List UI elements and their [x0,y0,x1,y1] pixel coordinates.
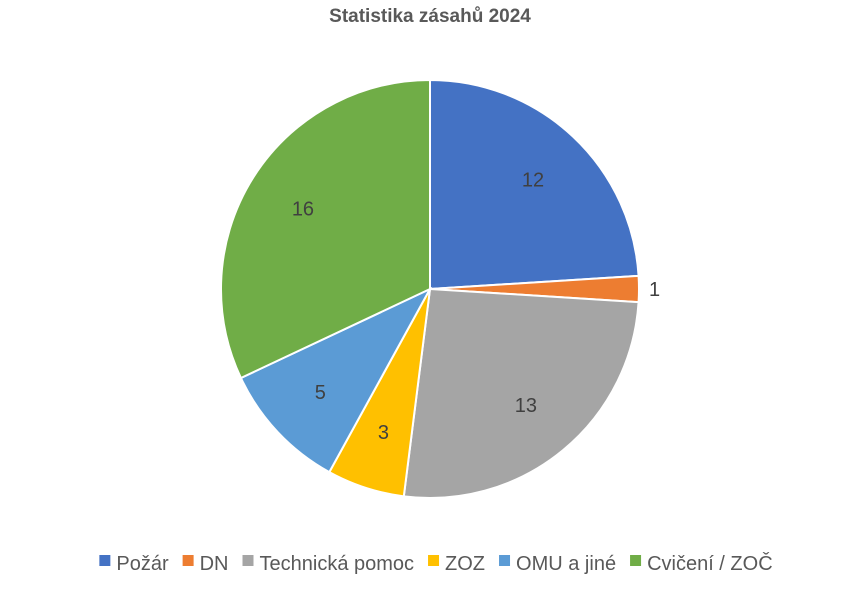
pie-slice-pozar [429,78,640,291]
legend-swatch-pozar [99,555,111,566]
legend-swatch-zoz [428,555,440,566]
legend-swatch-dn [182,555,194,566]
data-label-omu-a-jine: 5 [315,382,326,404]
legend-label-pozar: Požár [116,553,169,575]
pie-slice-omu-a-jine [239,286,433,474]
legend-label-omu-a-jine: OMU a jiné [516,553,616,575]
pie-slices [220,78,641,499]
legend-label-cviceni-zoc: Cvičení / ZOČ [647,552,773,575]
legend-swatch-cviceni-zoc [630,555,642,566]
pie-slice-technicka-pomoc [402,287,640,499]
legend: Požár DN Technická pomoc ZOZ OMU a jiné Cviče… [99,552,773,575]
data-label-pozar: 12 [522,169,544,191]
data-label-cviceni-zoc: 16 [292,198,314,220]
data-labels: 12 1 13 3 5 16 [292,169,660,444]
legend-label-technicka-pomoc: Technická pomoc [260,553,415,575]
data-label-zoz: 3 [378,422,389,444]
chart-title: Statistika zásahů 2024 [329,6,531,27]
pie-slice-cviceni-zoc [220,78,431,380]
legend-label-dn: DN [200,553,229,575]
data-label-technicka-pomoc: 13 [515,395,537,417]
legend-swatch-omu-a-jine [499,555,511,566]
data-label-dn: 1 [649,279,660,301]
legend-label-zoz: ZOZ [445,553,485,575]
legend-swatch-technicka-pomoc [242,555,254,566]
